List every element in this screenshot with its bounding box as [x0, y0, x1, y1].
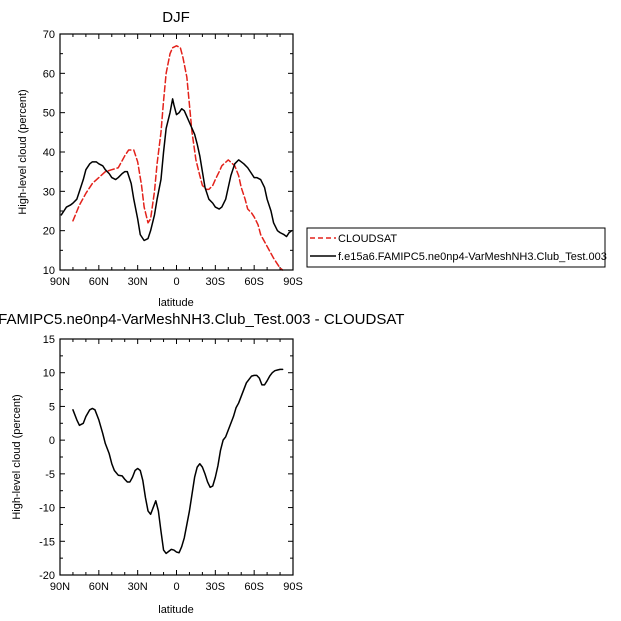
panel-1-xtick-label: 60N: [89, 276, 109, 288]
panel-1-series: [60, 45, 293, 271]
panel-2-xtick-label: 30N: [128, 581, 148, 593]
panel-1-ytick-label: 10: [43, 265, 55, 277]
panel-2-ytick-label: 0: [49, 435, 55, 447]
panel-2-ytick-label: 15: [43, 334, 55, 346]
panel-2-title: 6.FAMIPC5.ne0np4-VarMeshNH3.Club_Test.00…: [0, 311, 404, 328]
panel-1-ytick-label: 30: [43, 186, 55, 198]
panel-1-xlabel: latitude: [158, 297, 193, 309]
panel-1-plot-frame: [59, 33, 294, 271]
panel-1-title: DJF: [162, 9, 190, 26]
panel-2-xtick-label: 90N: [50, 581, 70, 593]
panel-1: DJF High-level cloud (percent) latitude …: [17, 9, 303, 309]
panel-1-ylabel: High-level cloud (percent): [17, 89, 29, 214]
panel-1-xtick-label: 90N: [50, 276, 70, 288]
panel-1-xtick-label: 90S: [283, 276, 303, 288]
legend-label-cloudsat: CLOUDSAT: [338, 233, 397, 245]
panel-2-plot-frame: [59, 338, 294, 576]
panel-1-ytick-label: 70: [43, 29, 55, 41]
legend-label-model: f.e15a6.FAMIPC5.ne0np4-VarMeshNH3.Club_T…: [338, 251, 607, 263]
panel-1-series-line-1: [60, 98, 293, 242]
panel-1-xtick-label: 0: [173, 276, 179, 288]
panel-2-ytick-label: -10: [39, 503, 55, 515]
panel-2-xtick-label: 0: [173, 581, 179, 593]
panel-1-ytick-label: 40: [43, 147, 55, 159]
panel-1-ticks: 90N 60N 30N 0 30S 60S 90S 10 20 30 40 50 60 70: [43, 29, 303, 288]
panel-2-xlabel: latitude: [158, 604, 193, 616]
panel-1-ytick-label: 20: [43, 226, 55, 238]
panel-1-xtick-label: 30N: [128, 276, 148, 288]
panel-2-xtick-label: 60N: [89, 581, 109, 593]
panel-2-ylabel: High-level cloud (percent): [11, 394, 23, 519]
panel-2-ytick-label: -20: [39, 570, 55, 582]
panel-2-ytick-label: -5: [45, 469, 55, 481]
panel-1-ytick-label: 50: [43, 108, 55, 120]
panel-2-ticks: 90N 60N 30N 0 30S 60S 90S -20 -15 -10 -5 0 5 10 15: [39, 334, 303, 593]
legend-box: [306, 227, 606, 268]
panel-2-xtick-label: 30S: [206, 581, 226, 593]
panel-2-series: [72, 368, 284, 555]
panel-1-xtick-label: 60S: [244, 276, 264, 288]
panel-2-ytick-label: 10: [43, 368, 55, 380]
panel-2-xtick-label: 90S: [283, 581, 303, 593]
legend: CLOUDSAT f.e15a6.FAMIPC5.ne0np4-VarMeshN…: [306, 227, 607, 268]
panel-2-ytick-label: -15: [39, 536, 55, 548]
panel-2-xtick-label: 60S: [244, 581, 264, 593]
panel-1-xtick-label: 30S: [206, 276, 226, 288]
panel-2: 6.FAMIPC5.ne0np4-VarMeshNH3.Club_Test.00…: [0, 311, 404, 616]
panel-1-ytick-label: 60: [43, 68, 55, 80]
panel-2-series-line-0: [72, 368, 284, 555]
panel-1-series-line-0: [72, 45, 284, 271]
panel-2-ytick-label: 5: [49, 401, 55, 413]
